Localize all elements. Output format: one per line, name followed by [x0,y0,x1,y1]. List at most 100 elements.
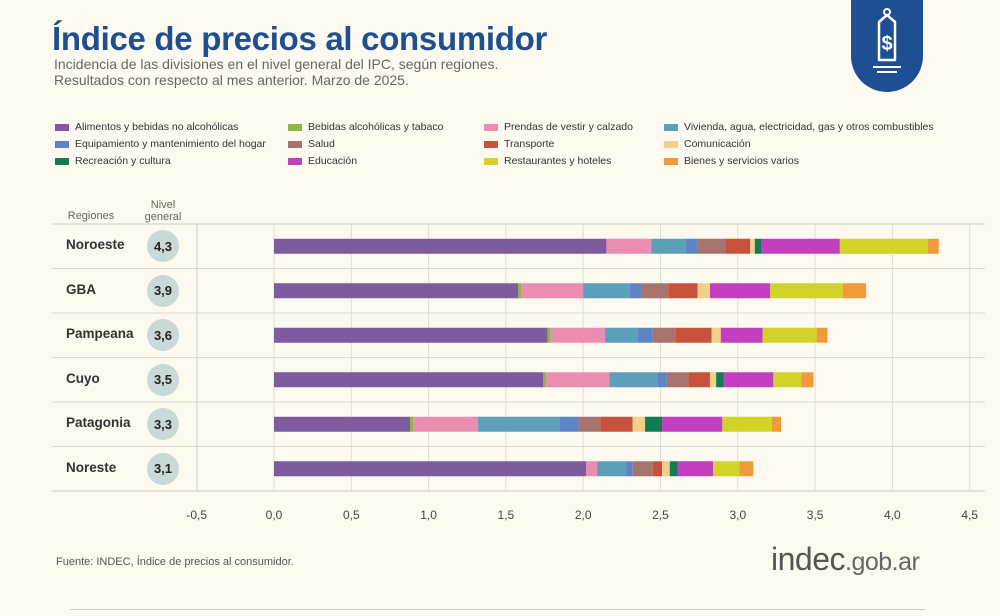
bar-segment-pampeana-vivienda-agua-electricidad-gas-y-otros-combustibles [604,327,638,343]
legend-item-salud: Salud [288,138,335,150]
x-tick-label: 4,0 [884,508,901,522]
region-label: GBA [66,281,96,297]
region-label: Noreste [66,459,117,475]
bar-segment-noroeste-prendas-de-vestir-y-calzado [606,238,652,254]
legend-swatch [484,123,498,131]
legend-label: Bebidas alcohólicas y tabaco [308,121,444,133]
legend-swatch [288,123,302,131]
bar-segment-pampeana-prendas-de-vestir-y-calzado [550,327,605,343]
bar-segment-noreste-transporte [652,461,663,477]
bar-segment-pampeana-equipamiento-y-mantenimiento-del-hogar [637,327,653,343]
legend-item-comunicacion: Comunicación [664,138,751,150]
legend-label: Prendas de vestir y calzado [504,121,633,133]
bar-segment-noroeste-vivienda-agua-electricidad-gas-y-otros-combustibles [651,238,686,254]
bar-segment-noroeste-transporte [725,238,751,254]
price-tag-badge: $ [851,0,923,92]
bar-segment-patagonia-prendas-de-vestir-y-calzado [413,416,479,432]
legend-swatch [664,140,678,148]
bar-segment-pampeana-alimentos-y-bebidas-no-alcoholicas [274,327,548,343]
legend-item-restaurantes-y-hoteles: Restaurantes y hoteles [484,155,611,167]
bar-segment-patagonia-bienes-y-servicios-varios [771,416,782,432]
bar-segment-gba-alimentos-y-bebidas-no-alcoholicas [274,283,519,299]
legend-label: Educación [308,155,358,167]
legend-swatch [484,140,498,148]
legend-label: Alimentos y bebidas no alcohólicas [75,121,239,133]
bar-segment-cuyo-transporte [688,372,710,388]
legend-item-transporte: Transporte [484,138,554,150]
price-tag-dollar-icon: $ [873,8,901,73]
x-tick-label: 2,0 [575,508,592,522]
bar-segment-cuyo-prendas-de-vestir-y-calzado [546,372,610,388]
region-label: Patagonia [66,415,131,431]
bar-segment-gba-bebidas-alcoholicas-y-tabaco [518,283,522,299]
page-subtitle: Incidencia de las divisiones en el nivel… [54,56,498,88]
indec-logo: indec.gob.ar [771,541,920,578]
bar-segment-noreste-comunicacion [662,461,670,477]
bar-segment-gba-salud [641,283,669,299]
x-tick-label: 2,5 [652,508,669,522]
x-tick-label: 4,5 [961,508,978,522]
bar-segment-gba-prendas-de-vestir-y-calzado [521,283,584,299]
x-tick-label: 0,5 [343,508,360,522]
legend-swatch [288,140,302,148]
footer-divider [70,609,925,610]
bar-segment-cuyo-alimentos-y-bebidas-no-alcoholicas [274,372,544,388]
bar-segment-patagonia-salud [578,416,601,432]
bar-segment-noroeste-bienes-y-servicios-varios [927,238,939,254]
bar-segment-patagonia-bebidas-alcoholicas-y-tabaco [410,416,414,432]
legend-swatch [55,140,69,148]
nivel-general-badge: 4,3 [147,230,179,263]
bar-segment-pampeana-restaurantes-y-hoteles [762,327,817,343]
source-note: Fuente: INDEC, Índice de precios al cons… [56,556,294,568]
legend-item-educacion: Educación [288,155,357,167]
svg-text:$: $ [881,33,892,55]
legend-item-prendas-de-vestir-y-calzado: Prendas de vestir y calzado [484,121,633,133]
bar-segment-patagonia-recreacion-y-cultura [645,416,663,432]
bar-segment-gba-educacion [709,283,771,299]
legend-label: Transporte [504,138,555,150]
bar-segment-pampeana-comunicacion [711,327,721,343]
bar-segment-patagonia-restaurantes-y-hoteles [722,416,772,432]
bar-segment-noreste-alimentos-y-bebidas-no-alcoholicas [274,461,587,477]
x-tick-label: 1,5 [498,508,515,522]
legend-item-vivienda-agua-electricidad-gas-y-otros-combustibles: Vivienda, agua, electricidad, gas y otro… [664,121,934,133]
region-label: Pampeana [66,326,134,342]
bar-segment-cuyo-vivienda-agua-electricidad-gas-y-otros-combustibles [609,372,658,388]
bar-segment-cuyo-recreacion-y-cultura [716,372,724,388]
bar-segment-patagonia-alimentos-y-bebidas-no-alcoholicas [274,416,411,432]
bar-segment-gba-restaurantes-y-hoteles [770,283,843,299]
page-title: Índice de precios al consumidor [52,20,547,57]
legend-label: Bienes y servicios varios [684,155,799,167]
bar-segment-patagonia-equipamiento-y-mantenimiento-del-hogar [560,416,579,432]
bar-segment-noroeste-equipamiento-y-mantenimiento-del-hogar [685,238,698,254]
bar-segment-pampeana-salud [652,327,676,343]
bar-segment-patagonia-transporte [600,416,633,432]
bar-segment-pampeana-bienes-y-servicios-varios [816,327,828,343]
subtitle-line-1: Incidencia de las divisiones en el nivel… [54,56,499,72]
legend-swatch [664,157,678,165]
nivel-general-badge: 3,1 [147,452,179,485]
bar-segment-noroeste-comunicacion [750,238,755,254]
bar-segment-gba-vivienda-agua-electricidad-gas-y-otros-combustibles [583,283,630,299]
bar-segment-noreste-vivienda-agua-electricidad-gas-y-otros-combustibles [597,461,627,477]
nivel-general-badge: 3,3 [147,408,179,441]
bar-segment-noroeste-restaurantes-y-hoteles [839,238,928,254]
legend-swatch [55,157,69,165]
bar-segment-noreste-recreacion-y-cultura [669,461,678,477]
bar-segment-patagonia-comunicacion [632,416,646,432]
legend-swatch [664,123,678,131]
bar-segment-gba-comunicacion [697,283,710,299]
legend-item-alimentos-y-bebidas-no-alcoholicas: Alimentos y bebidas no alcohólicas [55,121,238,133]
bar-segment-gba-bienes-y-servicios-varios [842,283,867,299]
nivel-general-badge: 3,6 [147,319,179,352]
bar-segment-cuyo-equipamiento-y-mantenimiento-del-hogar [657,372,667,388]
logo-main: indec [771,541,846,577]
level-header-line-1: Nivel [150,199,176,211]
legend-label: Comunicación [684,138,751,150]
bar-segment-gba-equipamiento-y-mantenimiento-del-hogar [629,283,642,299]
legend-label: Equipamiento y mantenimiento del hogar [75,138,266,150]
bar-segment-cuyo-restaurantes-y-hoteles [773,372,802,388]
x-tick-label: 1,0 [420,508,437,522]
bar-segment-noreste-educacion [677,461,714,477]
bar-segment-noreste-salud [632,461,653,477]
